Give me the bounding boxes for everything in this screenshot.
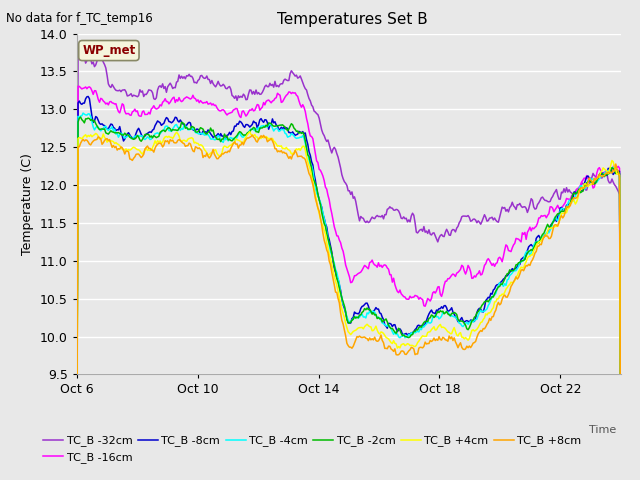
TC_B +4cm <box>573 199 580 205</box>
TC_B -16cm <box>390 276 397 281</box>
TC_B -2cm <box>73 444 81 449</box>
TC_B +8cm <box>452 339 460 345</box>
TC_B -8cm <box>452 314 460 320</box>
TC_B +4cm <box>115 142 122 147</box>
TC_B -16cm <box>573 186 580 192</box>
TC_B -32cm <box>73 403 81 408</box>
Text: WP_met: WP_met <box>82 44 136 57</box>
Text: Temperatures Set B: Temperatures Set B <box>276 12 428 27</box>
TC_B -4cm <box>116 132 124 138</box>
TC_B -2cm <box>77 114 84 120</box>
Y-axis label: Temperature (C): Temperature (C) <box>21 153 35 255</box>
TC_B -4cm <box>573 190 580 196</box>
TC_B -16cm <box>504 248 512 253</box>
TC_B -4cm <box>452 314 460 320</box>
TC_B +8cm <box>248 132 256 138</box>
Line: TC_B -8cm: TC_B -8cm <box>77 96 621 479</box>
TC_B -32cm <box>573 187 580 192</box>
TC_B -16cm <box>452 274 460 279</box>
TC_B -16cm <box>73 420 81 426</box>
TC_B -32cm <box>504 209 512 215</box>
TC_B -8cm <box>493 282 501 288</box>
TC_B +8cm <box>573 195 580 201</box>
TC_B -2cm <box>617 479 625 480</box>
TC_B +4cm <box>452 329 460 335</box>
TC_B -4cm <box>493 286 501 292</box>
TC_B -8cm <box>73 430 81 436</box>
TC_B -8cm <box>116 124 124 130</box>
TC_B -4cm <box>390 331 397 337</box>
TC_B +4cm <box>504 283 512 288</box>
TC_B -8cm <box>390 322 397 328</box>
TC_B -16cm <box>74 83 82 89</box>
TC_B -2cm <box>390 327 397 333</box>
TC_B -32cm <box>79 52 87 58</box>
TC_B -2cm <box>452 310 460 316</box>
TC_B -4cm <box>73 441 81 446</box>
TC_B -2cm <box>504 271 512 276</box>
TC_B +4cm <box>73 455 81 461</box>
TC_B -16cm <box>116 110 124 116</box>
TC_B +8cm <box>504 292 512 298</box>
Text: Time: Time <box>589 425 616 435</box>
Legend: TC_B -32cm, TC_B -16cm, TC_B -8cm, TC_B -4cm, TC_B -2cm, TC_B +4cm, TC_B +8cm: TC_B -32cm, TC_B -16cm, TC_B -8cm, TC_B … <box>39 431 586 468</box>
TC_B -8cm <box>84 94 92 99</box>
TC_B -4cm <box>79 110 87 116</box>
Line: TC_B +8cm: TC_B +8cm <box>77 135 621 480</box>
TC_B -32cm <box>452 229 460 235</box>
TC_B -32cm <box>116 87 124 93</box>
TC_B +8cm <box>73 459 81 465</box>
TC_B -16cm <box>617 474 625 480</box>
TC_B -2cm <box>493 286 501 292</box>
TC_B +8cm <box>493 302 501 308</box>
TC_B +8cm <box>390 348 397 354</box>
TC_B +8cm <box>115 146 122 152</box>
TC_B -8cm <box>573 191 580 197</box>
TC_B +4cm <box>493 296 501 301</box>
Line: TC_B -16cm: TC_B -16cm <box>77 86 621 477</box>
Text: No data for f_TC_temp16: No data for f_TC_temp16 <box>6 12 153 25</box>
TC_B -32cm <box>493 219 501 225</box>
Line: TC_B -32cm: TC_B -32cm <box>77 55 621 480</box>
Line: TC_B +4cm: TC_B +4cm <box>77 132 621 480</box>
TC_B +4cm <box>246 129 253 134</box>
TC_B -4cm <box>504 276 512 282</box>
TC_B -16cm <box>493 260 501 265</box>
TC_B -2cm <box>116 131 124 136</box>
TC_B -2cm <box>573 190 580 196</box>
TC_B -32cm <box>390 207 397 213</box>
TC_B +4cm <box>617 477 625 480</box>
Line: TC_B -2cm: TC_B -2cm <box>77 117 621 480</box>
Line: TC_B -4cm: TC_B -4cm <box>77 113 621 480</box>
TC_B +4cm <box>390 338 397 344</box>
TC_B -8cm <box>504 271 512 277</box>
TC_B -8cm <box>617 476 625 480</box>
